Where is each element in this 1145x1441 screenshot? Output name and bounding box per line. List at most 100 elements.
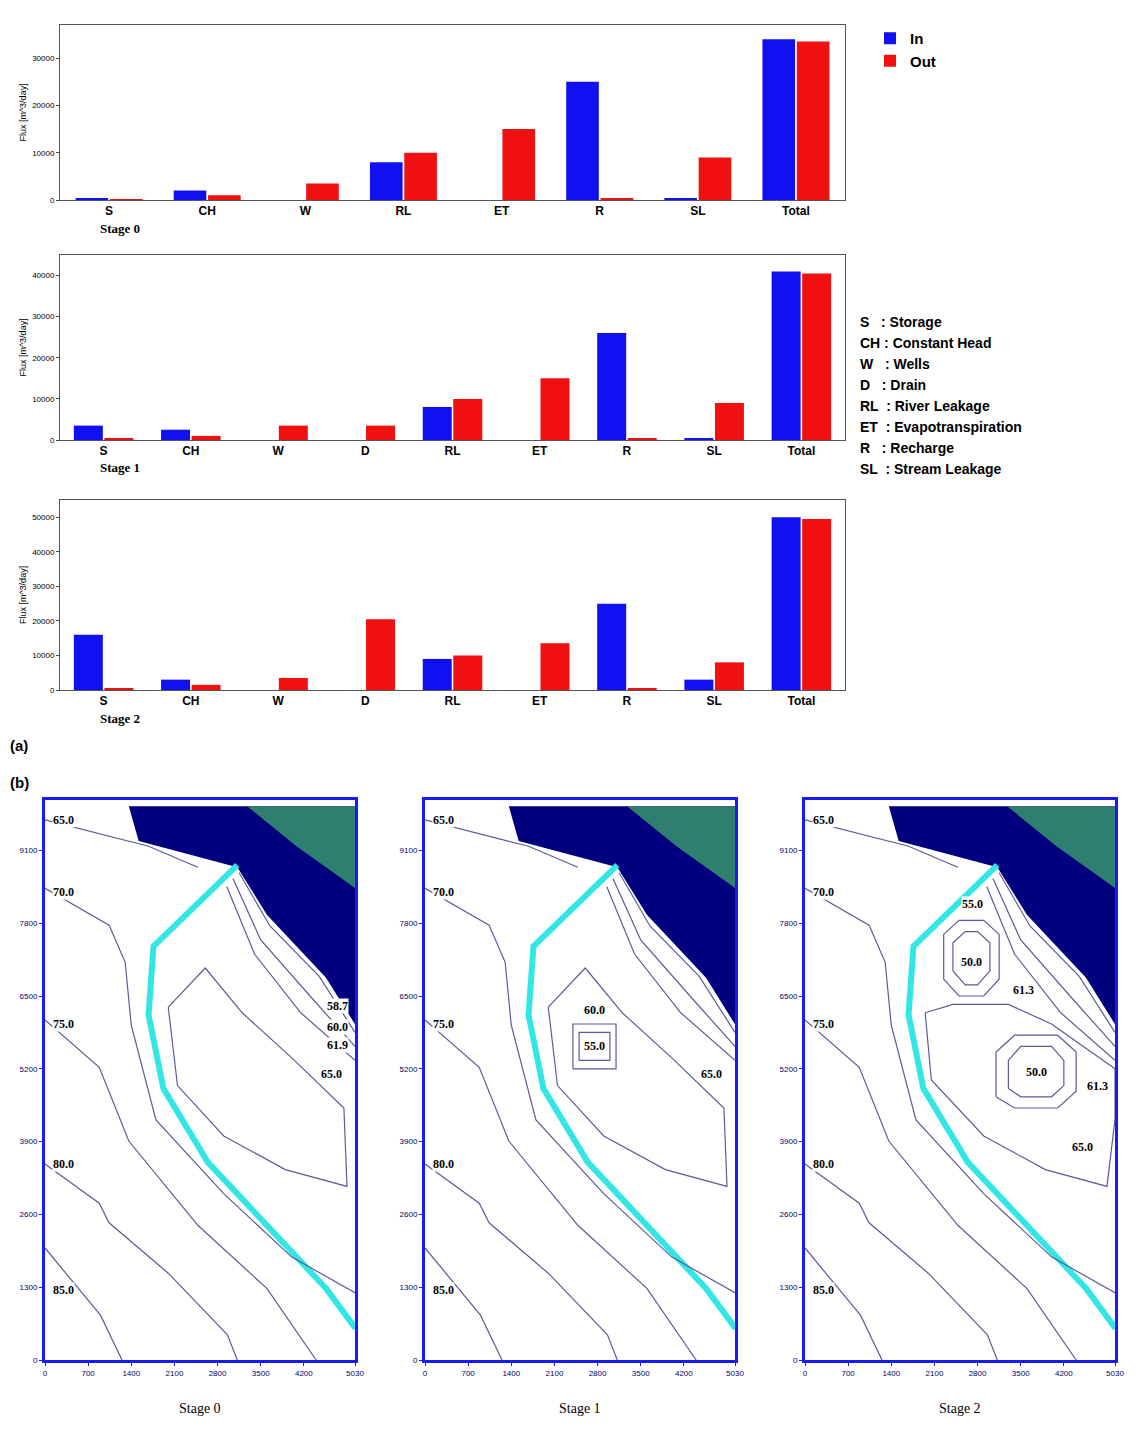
svg-text:0: 0 — [803, 1369, 808, 1378]
svg-text:50.0: 50.0 — [1026, 1065, 1047, 1079]
svg-text:Stage 2: Stage 2 — [100, 711, 140, 726]
svg-text:700: 700 — [841, 1369, 855, 1378]
svg-text:3500: 3500 — [1012, 1369, 1030, 1378]
svg-text:1300: 1300 — [780, 1283, 798, 1292]
svg-text:60.0: 60.0 — [584, 1003, 605, 1017]
svg-text:55.0: 55.0 — [584, 1039, 605, 1053]
svg-text:0: 0 — [50, 196, 55, 205]
svg-text:3900: 3900 — [400, 1137, 418, 1146]
svg-text:0: 0 — [33, 1356, 38, 1365]
svg-text:60.0: 60.0 — [327, 1020, 348, 1034]
svg-text:85.0: 85.0 — [813, 1283, 834, 1297]
svg-text:65.0: 65.0 — [433, 813, 454, 827]
svg-text:CH: CH — [182, 694, 199, 708]
svg-text:ET: ET — [532, 694, 548, 708]
svg-text:1400: 1400 — [882, 1369, 900, 1378]
svg-text:55.0: 55.0 — [962, 897, 983, 911]
svg-text:D : Drain: D : Drain — [860, 377, 926, 393]
svg-text:80.0: 80.0 — [53, 1157, 74, 1171]
svg-text:Stage 0: Stage 0 — [100, 221, 140, 236]
svg-text:SL : Stream Leakage: SL : Stream Leakage — [860, 461, 1002, 477]
svg-text:85.0: 85.0 — [53, 1283, 74, 1297]
svg-text:70.0: 70.0 — [813, 885, 834, 899]
svg-text:65.0: 65.0 — [813, 813, 834, 827]
svg-text:Flux [m^3/day]: Flux [m^3/day] — [18, 83, 28, 141]
svg-text:10000: 10000 — [32, 395, 55, 404]
svg-text:58.7: 58.7 — [327, 999, 348, 1013]
svg-text:700: 700 — [81, 1369, 95, 1378]
svg-text:0: 0 — [50, 436, 55, 445]
svg-text:75.0: 75.0 — [53, 1017, 74, 1031]
svg-text:S: S — [105, 204, 113, 218]
svg-text:5200: 5200 — [780, 1065, 798, 1074]
svg-text:Stage 1: Stage 1 — [100, 460, 140, 475]
svg-text:5030: 5030 — [726, 1369, 744, 1378]
svg-text:Out: Out — [910, 53, 936, 70]
svg-text:9100: 9100 — [780, 846, 798, 855]
svg-text:0: 0 — [793, 1356, 798, 1365]
svg-text:Stage 0: Stage 0 — [179, 1401, 221, 1416]
svg-text:R : Recharge: R : Recharge — [860, 440, 954, 456]
svg-text:ET: ET — [494, 204, 510, 218]
svg-text:20000: 20000 — [32, 354, 55, 363]
svg-text:Total: Total — [787, 694, 815, 708]
svg-text:RL: RL — [445, 444, 461, 458]
svg-text:CH: CH — [182, 444, 199, 458]
svg-text:75.0: 75.0 — [433, 1017, 454, 1031]
svg-text:S: S — [100, 444, 108, 458]
svg-text:D: D — [361, 694, 370, 708]
svg-text:1300: 1300 — [400, 1283, 418, 1292]
svg-text:0: 0 — [423, 1369, 428, 1378]
svg-text:30000: 30000 — [32, 312, 55, 321]
svg-text:2100: 2100 — [546, 1369, 564, 1378]
svg-text:65.0: 65.0 — [1072, 1140, 1093, 1154]
svg-text:20000: 20000 — [32, 101, 55, 110]
svg-text:6500: 6500 — [20, 992, 38, 1001]
svg-text:ET : Evapotranspiration: ET : Evapotranspiration — [860, 419, 1022, 435]
svg-text:SL: SL — [706, 694, 721, 708]
svg-text:5030: 5030 — [346, 1369, 364, 1378]
svg-text:7800: 7800 — [780, 919, 798, 928]
svg-text:2800: 2800 — [589, 1369, 607, 1378]
svg-text:0: 0 — [50, 686, 55, 695]
svg-text:W: W — [300, 204, 312, 218]
svg-text:Total: Total — [787, 444, 815, 458]
svg-text:50000: 50000 — [32, 513, 55, 522]
svg-text:6500: 6500 — [400, 992, 418, 1001]
svg-text:10000: 10000 — [32, 651, 55, 660]
svg-text:61.9: 61.9 — [327, 1038, 348, 1052]
svg-text:ET: ET — [532, 444, 548, 458]
svg-text:40000: 40000 — [32, 271, 55, 280]
svg-text:4200: 4200 — [1055, 1369, 1073, 1378]
svg-text:RL : River Leakage: RL : River Leakage — [860, 398, 990, 414]
svg-text:30000: 30000 — [32, 54, 55, 63]
svg-text:61.3: 61.3 — [1087, 1079, 1108, 1093]
svg-text:1300: 1300 — [20, 1283, 38, 1292]
svg-text:W: W — [272, 444, 284, 458]
svg-text:2800: 2800 — [969, 1369, 987, 1378]
svg-text:2600: 2600 — [400, 1210, 418, 1219]
svg-text:1400: 1400 — [502, 1369, 520, 1378]
svg-text:61.3: 61.3 — [1013, 983, 1034, 997]
svg-text:70.0: 70.0 — [53, 885, 74, 899]
svg-text:85.0: 85.0 — [433, 1283, 454, 1297]
svg-text:3900: 3900 — [20, 1137, 38, 1146]
svg-text:SL: SL — [706, 444, 721, 458]
svg-text:RL: RL — [395, 204, 411, 218]
svg-text:R: R — [623, 694, 632, 708]
svg-text:(a): (a) — [10, 737, 28, 754]
svg-text:2600: 2600 — [20, 1210, 38, 1219]
svg-text:0: 0 — [413, 1356, 418, 1365]
svg-text:S : Storage: S : Storage — [860, 314, 942, 330]
svg-text:RL: RL — [445, 694, 461, 708]
svg-text:5030: 5030 — [1106, 1369, 1124, 1378]
svg-text:0: 0 — [43, 1369, 48, 1378]
svg-text:5200: 5200 — [20, 1065, 38, 1074]
svg-text:75.0: 75.0 — [813, 1017, 834, 1031]
svg-text:W : Wells: W : Wells — [860, 356, 930, 372]
svg-text:7800: 7800 — [20, 919, 38, 928]
svg-text:R: R — [595, 204, 604, 218]
svg-text:In: In — [910, 30, 923, 47]
svg-text:10000: 10000 — [32, 149, 55, 158]
svg-text:4200: 4200 — [295, 1369, 313, 1378]
